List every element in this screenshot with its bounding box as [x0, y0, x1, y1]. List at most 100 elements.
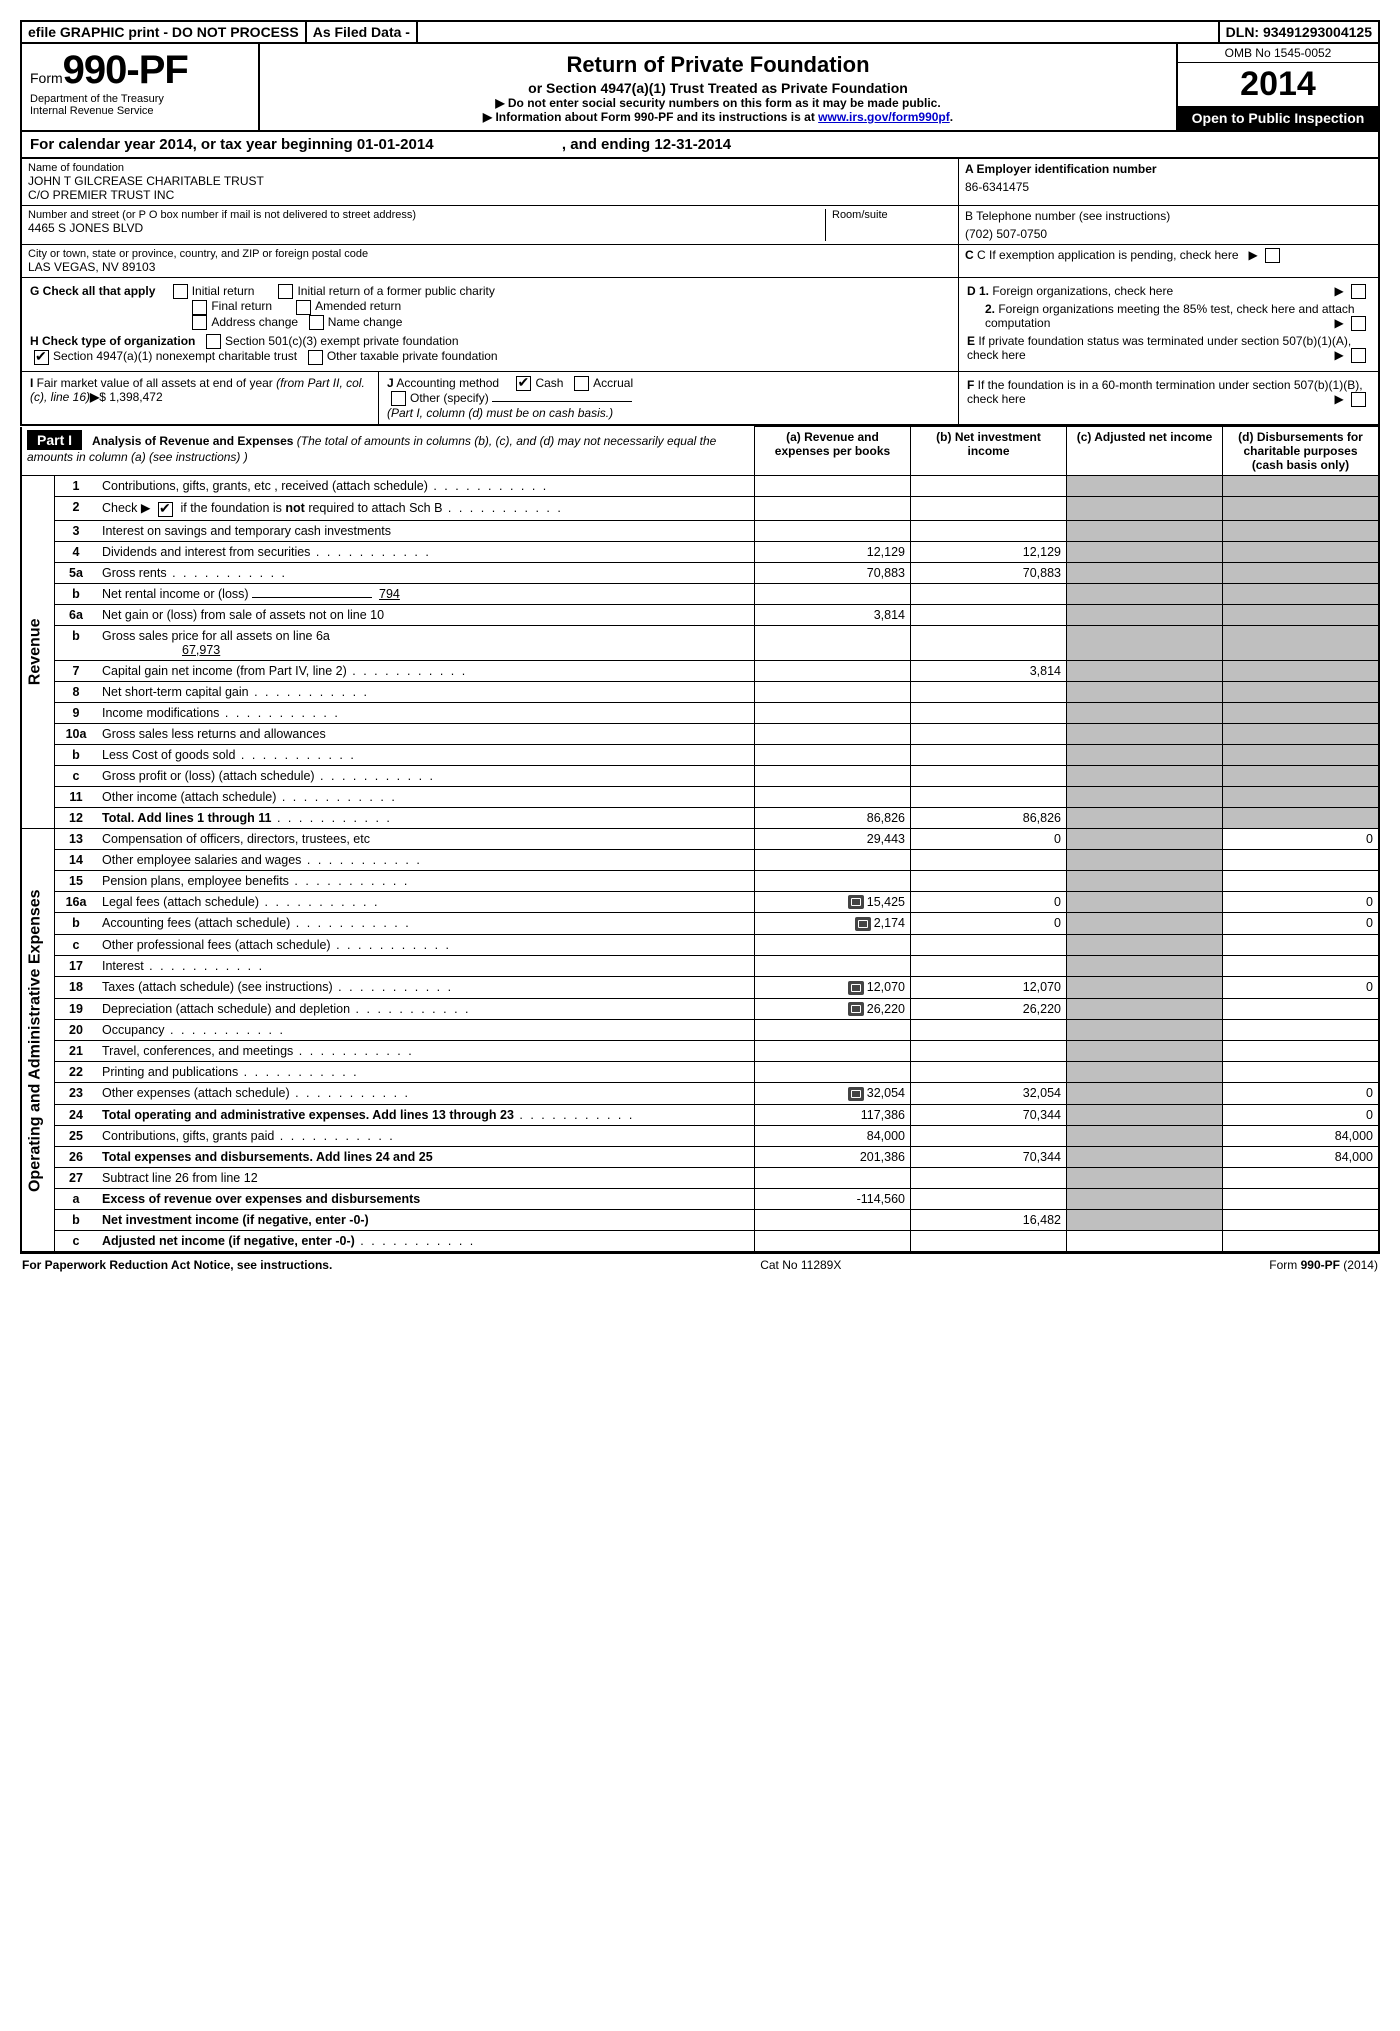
- open-public-badge: Open to Public Inspection: [1178, 106, 1378, 130]
- table-row: bAccounting fees (attach schedule)2,1740…: [21, 913, 1379, 935]
- line-description: Depreciation (attach schedule) and deple…: [97, 998, 755, 1020]
- line-number: c: [55, 765, 98, 786]
- h-501c3-checkbox[interactable]: [206, 334, 221, 349]
- page-footer: For Paperwork Reduction Act Notice, see …: [20, 1253, 1380, 1276]
- top-bar: efile GRAPHIC print - DO NOT PROCESS As …: [20, 20, 1380, 44]
- amount-cell: [1223, 702, 1380, 723]
- line-description: Total. Add lines 1 through 11: [97, 807, 755, 828]
- amount-cell: [1067, 604, 1223, 625]
- paperwork-notice: For Paperwork Reduction Act Notice, see …: [22, 1258, 332, 1272]
- amount-cell: 84,000: [755, 1126, 911, 1147]
- part1-table: Part I Analysis of Revenue and Expenses …: [20, 426, 1380, 1253]
- amount-cell: [1223, 520, 1380, 541]
- amount-cell: 32,054: [755, 1083, 911, 1105]
- line-number: 3: [55, 520, 98, 541]
- amount-cell: [755, 955, 911, 976]
- amount-cell: [1067, 681, 1223, 702]
- c-checkbox[interactable]: [1265, 248, 1280, 263]
- table-row: cOther professional fees (attach schedul…: [21, 934, 1379, 955]
- attachment-icon[interactable]: [855, 917, 871, 931]
- amount-cell: [755, 1062, 911, 1083]
- amount-cell: [911, 1126, 1067, 1147]
- g-amended-checkbox[interactable]: [296, 300, 311, 315]
- line-description: Net gain or (loss) from sale of assets n…: [97, 604, 755, 625]
- amount-cell: [1223, 786, 1380, 807]
- line-description: Income modifications: [97, 702, 755, 723]
- amount-cell: [1223, 807, 1380, 828]
- amount-cell: [1067, 891, 1223, 913]
- line-number: 24: [55, 1105, 98, 1126]
- schb-checkbox[interactable]: [158, 502, 173, 517]
- line-description: Net investment income (if negative, ente…: [97, 1210, 755, 1231]
- amount-cell: [911, 476, 1067, 497]
- j-other-checkbox[interactable]: [391, 391, 406, 406]
- amount-cell: 29,443: [755, 828, 911, 849]
- j-accrual-checkbox[interactable]: [574, 376, 589, 391]
- col-d-header: (d) Disbursements for charitable purpose…: [1223, 427, 1380, 476]
- h-4947-checkbox[interactable]: [34, 350, 49, 365]
- g-initial-checkbox[interactable]: [173, 284, 188, 299]
- amount-cell: [1223, 998, 1380, 1020]
- amount-cell: [1223, 1041, 1380, 1062]
- g-address-checkbox[interactable]: [192, 315, 207, 330]
- amount-cell: [1223, 870, 1380, 891]
- name-label: Name of foundation: [28, 162, 952, 174]
- line-description: Legal fees (attach schedule): [97, 891, 755, 913]
- amount-cell: 84,000: [1223, 1126, 1380, 1147]
- amount-cell: 15,425: [755, 891, 911, 913]
- amount-cell: [755, 520, 911, 541]
- amount-cell: [755, 1041, 911, 1062]
- amount-cell: 70,344: [911, 1105, 1067, 1126]
- irs-link[interactable]: www.irs.gov/form990pf: [818, 110, 950, 124]
- attachment-icon[interactable]: [848, 981, 864, 995]
- line-number: a: [55, 1189, 98, 1210]
- line-number: 20: [55, 1020, 98, 1041]
- amount-cell: [911, 1168, 1067, 1189]
- amount-cell: [911, 583, 1067, 604]
- attachment-icon[interactable]: [848, 895, 864, 909]
- line-number: 10a: [55, 723, 98, 744]
- amount-cell: [755, 849, 911, 870]
- g-former-checkbox[interactable]: [278, 284, 293, 299]
- j-cash-checkbox[interactable]: [516, 376, 531, 391]
- tax-year: 2014: [1178, 63, 1378, 106]
- line-description: Capital gain net income (from Part IV, l…: [97, 660, 755, 681]
- g-name-checkbox[interactable]: [309, 315, 324, 330]
- d2-line: 2. Foreign organizations meeting the 85%…: [967, 302, 1370, 330]
- attachment-icon[interactable]: [848, 1087, 864, 1101]
- table-row: 24Total operating and administrative exp…: [21, 1105, 1379, 1126]
- amount-cell: [1067, 562, 1223, 583]
- table-row: 11Other income (attach schedule): [21, 786, 1379, 807]
- amount-cell: [1223, 583, 1380, 604]
- f-checkbox[interactable]: [1351, 392, 1366, 407]
- line-number: 8: [55, 681, 98, 702]
- amount-cell: [1067, 1083, 1223, 1105]
- amount-cell: [911, 681, 1067, 702]
- amount-cell: [1223, 1189, 1380, 1210]
- amount-cell: [1067, 1126, 1223, 1147]
- amount-cell: 86,826: [755, 807, 911, 828]
- line-description: Occupancy: [97, 1020, 755, 1041]
- amount-cell: [1223, 497, 1380, 520]
- d2-checkbox[interactable]: [1351, 316, 1366, 331]
- e-checkbox[interactable]: [1351, 348, 1366, 363]
- line-number: b: [55, 583, 98, 604]
- cat-number: Cat No 11289X: [760, 1258, 841, 1272]
- amount-cell: [755, 625, 911, 660]
- amount-cell: [911, 744, 1067, 765]
- amount-cell: 16,482: [911, 1210, 1067, 1231]
- line-number: 21: [55, 1041, 98, 1062]
- table-row: 25Contributions, gifts, grants paid84,00…: [21, 1126, 1379, 1147]
- table-row: 27Subtract line 26 from line 12: [21, 1168, 1379, 1189]
- amount-cell: [1223, 723, 1380, 744]
- line-number: 26: [55, 1147, 98, 1168]
- table-row: 15Pension plans, employee benefits: [21, 870, 1379, 891]
- line-number: b: [55, 1210, 98, 1231]
- d1-checkbox[interactable]: [1351, 284, 1366, 299]
- line-description: Contributions, gifts, grants, etc , rece…: [97, 476, 755, 497]
- attachment-icon[interactable]: [848, 1002, 864, 1016]
- g-final-checkbox[interactable]: [192, 300, 207, 315]
- line-description: Adjusted net income (if negative, enter …: [97, 1231, 755, 1253]
- h-other-checkbox[interactable]: [308, 350, 323, 365]
- table-row: 7Capital gain net income (from Part IV, …: [21, 660, 1379, 681]
